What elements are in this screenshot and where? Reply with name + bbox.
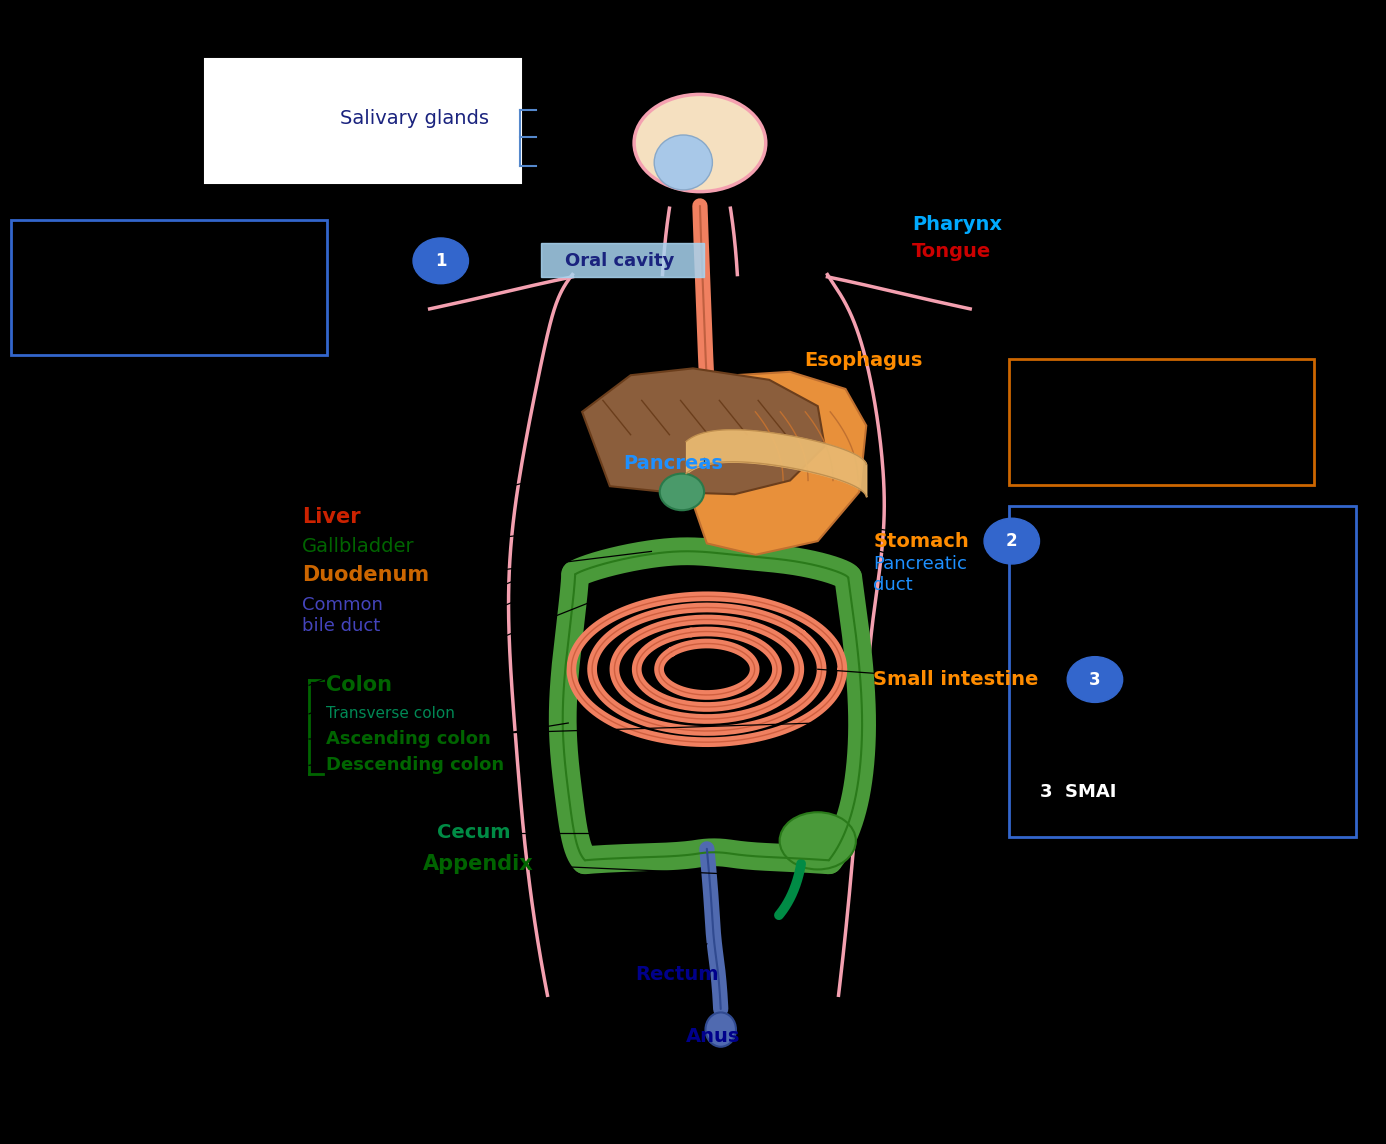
Text: Pharynx: Pharynx xyxy=(912,215,1002,233)
Text: Esophagus: Esophagus xyxy=(804,351,922,370)
Ellipse shape xyxy=(654,135,712,190)
Text: Transverse colon: Transverse colon xyxy=(326,706,455,722)
Circle shape xyxy=(1067,657,1123,702)
Text: Duodenum: Duodenum xyxy=(302,565,430,586)
Bar xyxy=(1009,506,1356,837)
Text: Ascending colon: Ascending colon xyxy=(326,730,491,748)
Text: Gallbladder: Gallbladder xyxy=(302,538,414,556)
Text: Appendix: Appendix xyxy=(423,853,534,874)
Bar xyxy=(205,59,521,183)
Text: Cecum: Cecum xyxy=(437,824,510,842)
Text: Common
bile duct: Common bile duct xyxy=(302,596,383,635)
Bar xyxy=(1009,359,1314,485)
Polygon shape xyxy=(693,372,866,555)
Text: Colon: Colon xyxy=(326,675,392,696)
Text: 3: 3 xyxy=(1089,670,1100,689)
Text: Descending colon: Descending colon xyxy=(326,756,505,774)
Text: Salivary glands: Salivary glands xyxy=(340,110,489,128)
Text: Rectum: Rectum xyxy=(635,966,718,984)
Circle shape xyxy=(413,238,468,284)
Bar xyxy=(11,220,327,355)
Circle shape xyxy=(984,518,1040,564)
Text: Tongue: Tongue xyxy=(912,243,991,261)
Text: Pancreas: Pancreas xyxy=(624,454,723,472)
Ellipse shape xyxy=(705,1012,736,1047)
Ellipse shape xyxy=(633,95,765,191)
Bar xyxy=(541,243,704,277)
Text: Anus: Anus xyxy=(686,1027,740,1046)
Ellipse shape xyxy=(660,474,704,510)
Text: Stomach: Stomach xyxy=(873,532,969,550)
Text: 3  SMAI: 3 SMAI xyxy=(1040,782,1116,801)
Polygon shape xyxy=(582,368,825,494)
Text: Liver: Liver xyxy=(302,507,360,527)
Text: Oral cavity: Oral cavity xyxy=(565,252,675,270)
Text: Pancreatic
duct: Pancreatic duct xyxy=(873,555,967,594)
Ellipse shape xyxy=(779,812,857,869)
Text: 1: 1 xyxy=(435,252,446,270)
Text: 2: 2 xyxy=(1006,532,1017,550)
Text: Small intestine: Small intestine xyxy=(873,670,1038,689)
